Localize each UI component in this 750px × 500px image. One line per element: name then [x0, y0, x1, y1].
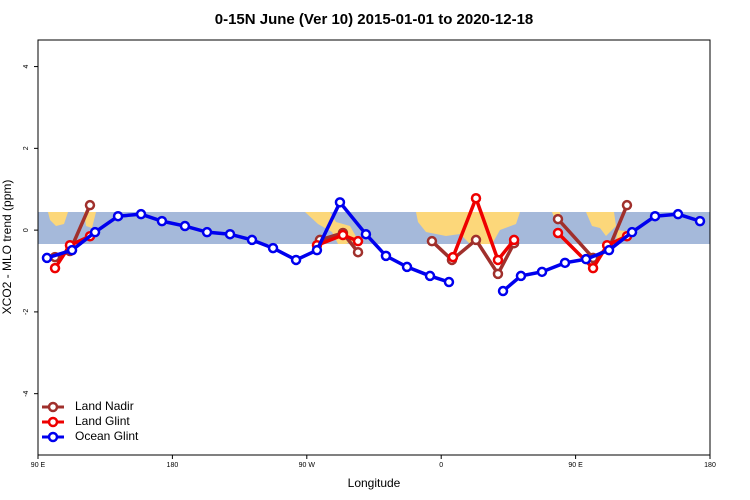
- point: [508, 234, 520, 246]
- point: [603, 244, 615, 256]
- x-tick-label: 90 W: [299, 462, 316, 469]
- point: [267, 242, 279, 254]
- y-tick-label: 0: [23, 228, 30, 232]
- point: [492, 254, 504, 266]
- legend-label: Land Glint: [75, 414, 130, 428]
- x-tick-label: 90 E: [568, 462, 583, 469]
- point: [380, 250, 392, 262]
- point: [443, 276, 455, 288]
- x-tick-label: 90 E: [31, 462, 46, 469]
- point: [559, 257, 571, 269]
- y-tick-label: -2: [23, 309, 30, 315]
- point: [470, 234, 482, 246]
- point: [587, 262, 599, 274]
- point: [156, 215, 168, 227]
- legend-marker: [47, 431, 59, 443]
- point: [552, 227, 564, 239]
- point: [672, 208, 684, 220]
- point: [552, 213, 564, 225]
- point: [424, 270, 436, 282]
- y-tick-label: -4: [23, 390, 30, 396]
- point: [536, 266, 548, 278]
- point: [470, 192, 482, 204]
- point: [66, 244, 78, 256]
- point: [694, 215, 706, 227]
- point: [426, 235, 438, 247]
- legend-marker: [47, 401, 59, 413]
- plot-frame: [37, 39, 711, 456]
- legend-label: Ocean Glint: [75, 429, 139, 443]
- point: [401, 261, 413, 273]
- chart-title: 0-15N June (Ver 10) 2015-01-01 to 2020-1…: [215, 11, 534, 28]
- point: [580, 253, 592, 265]
- point: [334, 197, 346, 208]
- point: [311, 244, 323, 256]
- point: [41, 252, 53, 264]
- point: [360, 228, 372, 240]
- point: [626, 226, 638, 238]
- point: [337, 229, 349, 241]
- point: [621, 199, 633, 211]
- x-axis-label: Longitude: [348, 476, 401, 490]
- point: [201, 226, 213, 238]
- point: [179, 220, 191, 232]
- point: [84, 199, 96, 211]
- legend-label: Land Nadir: [75, 399, 134, 413]
- point: [49, 262, 61, 274]
- point: [492, 268, 504, 280]
- point: [447, 251, 459, 263]
- y-axis-label: XCO2 - MLO trend (ppm): [0, 180, 14, 315]
- y-tick-label: 4: [23, 65, 30, 69]
- legend-marker: [47, 416, 59, 428]
- point: [112, 210, 124, 222]
- point: [290, 254, 302, 266]
- point: [224, 228, 236, 240]
- y-tick-label: 2: [23, 146, 30, 150]
- x-tick-label: 180: [167, 462, 179, 469]
- point: [515, 270, 527, 282]
- point: [649, 210, 661, 222]
- point: [89, 226, 101, 238]
- x-tick-label: 0: [439, 462, 443, 469]
- point: [497, 285, 509, 297]
- point: [246, 234, 258, 246]
- point: [135, 208, 147, 220]
- point: [352, 235, 364, 247]
- point: [352, 246, 364, 258]
- x-tick-label: 180: [704, 462, 716, 469]
